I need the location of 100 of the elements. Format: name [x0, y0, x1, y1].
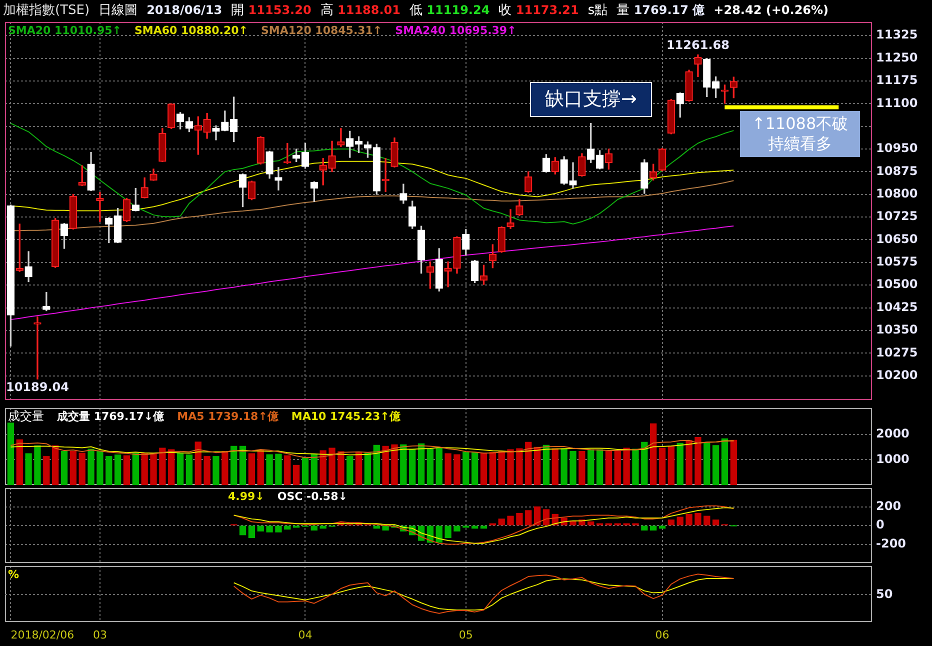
bar	[346, 456, 354, 485]
bar	[560, 448, 568, 485]
y-tick-label: 10650	[876, 232, 918, 246]
bar	[212, 456, 220, 485]
candlestick	[506, 209, 514, 229]
bar	[650, 526, 657, 531]
bar	[668, 446, 675, 485]
bar	[694, 512, 702, 526]
bar	[34, 445, 41, 485]
bar	[60, 450, 68, 485]
bar	[650, 423, 657, 485]
bar	[454, 526, 460, 532]
bar	[78, 452, 86, 485]
bar	[471, 526, 478, 529]
bar	[16, 439, 23, 485]
bar	[310, 454, 318, 485]
annotation: 11261.68	[666, 38, 730, 52]
y-tick-label: 10575	[876, 254, 918, 269]
bar	[444, 453, 452, 485]
candlestick	[274, 167, 282, 190]
bar	[43, 456, 50, 485]
text: 50	[876, 587, 893, 601]
candlestick	[96, 192, 104, 222]
bar	[632, 448, 639, 485]
bar	[507, 516, 514, 526]
bar	[480, 526, 488, 529]
candlestick	[337, 128, 345, 147]
bar	[257, 450, 264, 485]
bar	[668, 520, 675, 526]
bar	[150, 452, 157, 485]
bar	[373, 444, 380, 485]
y-tick-label: 0	[876, 518, 884, 532]
candlestick	[444, 261, 452, 288]
text: MA10 1745.23↑億	[291, 410, 400, 423]
bar	[70, 450, 77, 485]
bar	[588, 521, 594, 526]
bar	[686, 514, 692, 526]
bar	[605, 450, 612, 485]
x-tick-label: 03	[92, 628, 107, 642]
bar	[141, 452, 148, 485]
bar	[284, 526, 291, 530]
bar	[641, 442, 648, 485]
chart-title: 加權指數(TSE)	[3, 3, 90, 18]
bar	[516, 448, 523, 485]
bar	[239, 526, 246, 536]
y-tick-label: 11325	[876, 28, 918, 42]
y-tick-label: 10425	[876, 300, 918, 314]
bar	[248, 453, 256, 485]
bar	[614, 450, 621, 485]
bar	[454, 454, 460, 485]
bar	[114, 454, 122, 485]
bar	[302, 458, 309, 485]
bar	[658, 448, 666, 485]
bar	[132, 452, 139, 485]
bar	[552, 448, 558, 485]
series-label: 4.99↓	[228, 490, 264, 503]
bar	[159, 448, 166, 485]
annotation: 10189.04	[6, 380, 69, 394]
bar	[123, 455, 130, 485]
y-tick-label: 10275	[876, 345, 918, 360]
text: 成交量 1769.17↓億	[57, 410, 164, 423]
bar	[382, 446, 389, 485]
series-label: OSC -0.58↓	[277, 490, 348, 503]
bar	[418, 443, 425, 485]
bar	[721, 438, 728, 485]
candlestick	[569, 162, 577, 189]
bar	[704, 516, 710, 526]
bar	[712, 520, 720, 526]
bar	[239, 446, 246, 485]
bar	[7, 422, 14, 485]
bar	[168, 449, 175, 485]
bar	[480, 452, 488, 485]
bar	[338, 451, 344, 485]
candlestick	[382, 158, 390, 192]
bar	[355, 452, 362, 485]
bar	[186, 454, 193, 485]
bar	[507, 449, 514, 485]
chart-title: 成交量	[8, 409, 44, 423]
bar	[275, 454, 282, 485]
bar	[204, 456, 210, 485]
bar	[542, 509, 550, 526]
text: 日線圖 2018/06/13 開 11153.20 高 11188.01 低 11119.24 收 11173.21 s點 量 1769.17 億 +28.42 (+0.26%)	[98, 3, 829, 18]
bar	[525, 442, 532, 485]
bar	[364, 452, 372, 485]
bar	[96, 450, 104, 485]
text: SMA240 10695.39↑	[395, 24, 516, 37]
bar	[471, 452, 478, 485]
y-tick-label: 2000	[876, 426, 910, 440]
bar	[106, 456, 112, 485]
bar	[704, 442, 710, 485]
bar	[328, 448, 336, 485]
bar	[542, 444, 550, 485]
bar	[409, 449, 416, 485]
y-tick-label: 200	[876, 498, 902, 513]
bar	[391, 444, 398, 485]
bar	[676, 442, 684, 485]
bar	[266, 454, 273, 485]
x-tick-label: 05	[458, 628, 473, 642]
bar	[525, 510, 532, 526]
x-tick-label: 04	[298, 628, 312, 642]
